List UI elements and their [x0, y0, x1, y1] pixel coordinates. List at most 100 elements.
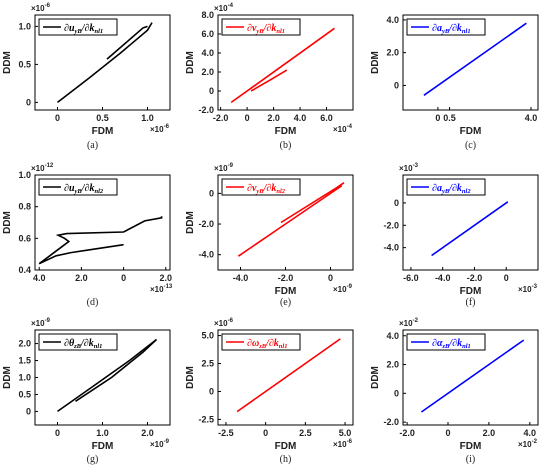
panel-caption: (i) [466, 454, 475, 465]
y-tick-label: 0 [209, 386, 214, 396]
legend-numerator: ∂α [432, 338, 443, 349]
legend: ∂θzB/∂knl1 [38, 333, 118, 351]
y-tick-label: 1.5 [18, 356, 31, 366]
legend-box [406, 178, 486, 196]
x-tick-label: 0 [504, 273, 509, 283]
legend-box [38, 333, 118, 351]
legend-numerator-sub: zB [73, 343, 82, 350]
legend-slash: / [448, 338, 453, 349]
legend-box [406, 18, 486, 36]
y-multiplier-exponent: -4 [228, 3, 234, 9]
x-multiplier-exponent: -4 [347, 124, 353, 130]
panel-caption: (a) [87, 140, 98, 151]
y-tick-label: 2.0 [386, 48, 399, 58]
y-tick-label: -2.0 [383, 417, 399, 427]
y-tick-label: 0 [394, 198, 399, 208]
panel-caption: (d) [87, 297, 99, 308]
y-axis-label: DDM [370, 51, 381, 74]
legend: ∂uyB/∂knl2 [38, 178, 118, 196]
legend-numerator-sub: zB [258, 343, 267, 350]
series-line-1 [431, 201, 509, 257]
x-tick-label: 0 [328, 273, 333, 283]
x-multiplier-exponent: -13 [164, 284, 173, 290]
y-tick-label: 1.0 [18, 21, 31, 31]
y-tick-label: 1.0 [18, 373, 31, 383]
chart-panel-2: -2.0 0 2.0 4.0 6.0 -2.0 0 2.0 4.0 6.0 8.0 FDM DDM ×10… [185, 3, 354, 151]
x-multiplier-base: ×10 [150, 440, 164, 449]
legend-numerator-sub: zB [441, 343, 450, 350]
legend-denominator-sub: nl2 [462, 188, 471, 195]
legend-label: ∂vyB/∂knl2 [247, 183, 286, 195]
y-multiplier: ×10-9 [214, 163, 234, 173]
y-tick-label: -2.0 [198, 219, 214, 229]
x-tick-label: 0 [55, 113, 60, 123]
plot-frame [217, 14, 354, 111]
y-multiplier-base: ×10 [214, 4, 228, 13]
legend-label: ∂ωzB/∂knl1 [247, 338, 287, 350]
series-line-1 [57, 22, 153, 104]
y-multiplier: ×10-4 [214, 3, 234, 13]
x-tick-label: 2.5 [299, 428, 312, 438]
y-tick-label: 0 [26, 406, 31, 416]
legend: ∂ayB/∂knl2 [406, 178, 486, 196]
x-tick-label: 0 [263, 428, 268, 438]
y-axis-label: DDM [2, 211, 13, 234]
x-tick-label: 2.0 [160, 273, 173, 283]
series-line-2 [280, 182, 345, 224]
x-multiplier-exponent: -9 [347, 284, 353, 290]
y-tick-label: 1.0 [18, 170, 31, 180]
x-tick-label: 4.0 [33, 273, 46, 283]
y-tick-label: 0 [394, 388, 399, 398]
x-multiplier-base: ×10 [333, 125, 347, 134]
x-tick-label: 1.0 [141, 113, 154, 123]
series-line-1 [237, 185, 343, 257]
legend: ∂αzB/∂knl1 [406, 333, 486, 351]
x-tick-label: -4.0 [233, 273, 249, 283]
legend: ∂vyB/∂knl1 [221, 18, 301, 36]
x-multiplier: ×10-6 [150, 124, 170, 134]
x-multiplier: ×10-2 [518, 439, 538, 449]
legend-label: ∂uyB/∂knl1 [64, 23, 103, 35]
x-tick-label: -4.0 [435, 273, 451, 283]
legend-slash: / [80, 338, 85, 349]
y-tick-label: 4.0 [201, 48, 214, 58]
legend-denominator-sub: nl1 [94, 343, 103, 350]
x-tick-label: 0.5 [96, 113, 109, 123]
x-tick-label: 4.0 [294, 113, 307, 123]
y-multiplier-exponent: -2 [413, 318, 419, 324]
legend-slash: / [81, 23, 86, 34]
legend: ∂ωzB/∂knl1 [221, 333, 301, 351]
x-axis-label: FDM [275, 286, 297, 297]
plot-frame [402, 174, 539, 271]
legend-numerator-sub: yB [441, 188, 450, 195]
legend-numerator-sub: yB [255, 28, 264, 35]
y-tick-label: 0 [394, 80, 399, 90]
x-tick-label: 1.0 [96, 428, 109, 438]
y-multiplier-base: ×10 [31, 319, 45, 328]
y-axis-label: DDM [370, 366, 381, 389]
x-multiplier: ×10-3 [518, 284, 538, 294]
legend-label: ∂αzB/∂knl1 [432, 338, 471, 350]
y-multiplier-base: ×10 [399, 319, 413, 328]
y-tick-label: 5.0 [201, 331, 214, 341]
chart-panel-9: -2.0 0 2.0 4.0-2.002.04.0FDMDDM×10-2×10-2∂α… [370, 318, 539, 465]
x-multiplier-base: ×10 [150, 125, 164, 134]
legend-numerator: ∂ω [247, 338, 259, 349]
x-multiplier-exponent: -6 [347, 439, 353, 445]
x-axis-label: FDM [92, 126, 114, 137]
legend: ∂ayB/∂knl1 [406, 18, 486, 36]
legend-denominator-sub: nl2 [94, 188, 103, 195]
x-tick-label: 2.0 [267, 113, 280, 123]
panel-caption: (h) [280, 454, 292, 465]
legend-label: ∂vyB/∂knl1 [247, 23, 285, 35]
y-axis-label: DDM [2, 366, 13, 389]
y-multiplier: ×10-3 [399, 163, 419, 173]
x-tick-label: -6.0 [403, 273, 419, 283]
y-multiplier: ×10-2 [399, 318, 419, 328]
y-tick-label: 0.4 [18, 265, 31, 275]
legend: ∂uyB/∂knl1 [38, 18, 118, 36]
legend-denominator: ∂k [269, 338, 279, 349]
y-multiplier-exponent: -6 [45, 3, 51, 9]
legend-numerator-sub: yB [441, 28, 450, 35]
